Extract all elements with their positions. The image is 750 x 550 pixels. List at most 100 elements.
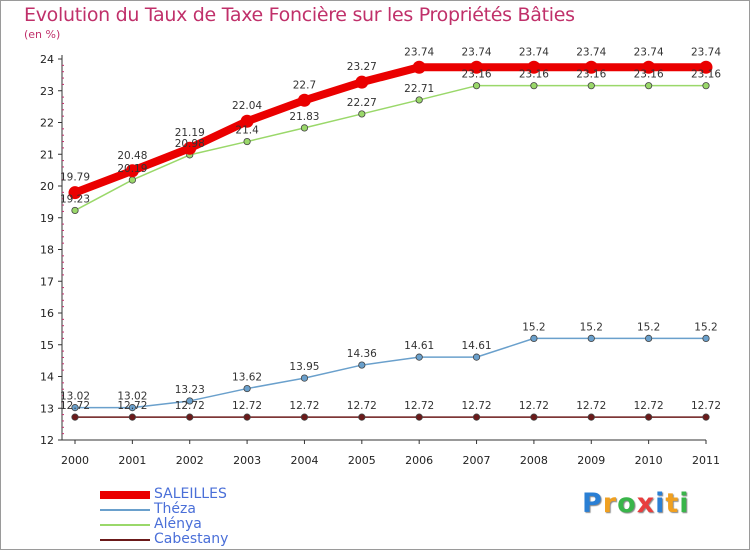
data-point-saleilles (470, 60, 484, 74)
data-label-th-za: 14.36 (347, 348, 377, 360)
data-label-saleilles: 23.74 (576, 46, 606, 58)
data-label-al-nya: 23.16 (519, 69, 549, 81)
data-label-cabestany: 12.72 (289, 400, 319, 412)
data-point-cabestany (128, 413, 136, 421)
chart-unit-label: (en %) (24, 28, 61, 41)
data-label-al-nya: 23.16 (691, 69, 721, 81)
data-point-al-nya (702, 82, 710, 90)
legend-label: Alénya (154, 516, 202, 532)
data-point-saleilles (125, 164, 139, 178)
data-label-cabestany: 12.72 (175, 400, 205, 412)
data-label-th-za: 13.02 (60, 391, 90, 403)
y-tick-label: 23 (40, 85, 54, 98)
series-line-al-nya (74, 84, 707, 212)
data-point-th-za (530, 334, 538, 342)
legend-item-th-za: Théza (100, 502, 228, 517)
y-tick-label: 19 (40, 212, 54, 225)
data-label-th-za: 14.61 (462, 340, 492, 352)
data-label-al-nya: 20.19 (117, 163, 147, 175)
proxiti-logo: Proxiti (582, 488, 690, 519)
y-tick-label: 17 (40, 275, 54, 288)
data-point-th-za (358, 361, 366, 369)
legend-item-saleilles: SALEILLES (100, 487, 228, 502)
data-point-al-nya (645, 82, 653, 90)
y-tick-label: 16 (40, 307, 54, 320)
data-point-cabestany (243, 413, 251, 421)
x-tick-label: 2001 (118, 454, 146, 467)
data-point-th-za (645, 334, 653, 342)
data-label-th-za: 15.2 (522, 321, 545, 333)
data-label-th-za: 13.62 (232, 372, 262, 384)
data-point-al-nya (300, 124, 309, 132)
x-tick-label: 2002 (176, 454, 204, 467)
data-point-saleilles (642, 60, 656, 74)
data-point-th-za (702, 334, 710, 342)
logo-letter: P (582, 488, 603, 519)
logo-letter: o (617, 488, 637, 519)
x-tick-label: 2011 (692, 454, 720, 467)
legend-swatch (100, 523, 150, 526)
chart-legend: SALEILLES Théza Alénya Cabestany (100, 487, 228, 547)
data-point-al-nya (472, 82, 481, 90)
data-label-th-za: 15.2 (694, 321, 717, 333)
data-point-th-za (243, 384, 251, 393)
x-tick-label: 2005 (348, 454, 376, 467)
data-point-saleilles (584, 60, 598, 74)
data-label-saleilles: 22.7 (293, 79, 316, 91)
y-tick-label: 21 (40, 148, 54, 161)
data-label-cabestany: 12.72 (691, 400, 721, 412)
data-point-cabestany (186, 413, 194, 421)
data-label-cabestany: 12.72 (634, 400, 664, 412)
series-line-th-za (74, 337, 707, 409)
x-tick-label: 2006 (405, 454, 433, 467)
legend-label: Cabestany (154, 531, 229, 547)
data-label-cabestany: 12.72 (232, 400, 262, 412)
x-tick-label: 2004 (290, 454, 318, 467)
data-label-th-za: 15.2 (580, 321, 603, 333)
legend-item-cabestany: Cabestany (100, 532, 228, 547)
data-point-th-za (415, 353, 423, 361)
y-tick-label: 12 (40, 434, 54, 447)
data-point-saleilles (240, 114, 254, 128)
data-point-th-za (71, 404, 79, 412)
data-point-al-nya (358, 110, 366, 118)
data-label-saleilles: 23.74 (404, 46, 434, 58)
data-point-cabestany (358, 413, 366, 421)
data-point-th-za (186, 397, 194, 405)
data-label-cabestany: 12.72 (60, 400, 90, 412)
data-label-saleilles: 20.48 (117, 150, 147, 162)
x-tick-label: 2007 (463, 454, 491, 467)
data-point-cabestany (472, 413, 481, 421)
x-tick-label: 2008 (520, 454, 548, 467)
data-label-al-nya: 21.4 (235, 125, 259, 137)
x-tick-label: 2010 (635, 454, 663, 467)
data-point-al-nya (587, 82, 595, 90)
data-label-th-za: 13.95 (289, 361, 319, 373)
data-label-saleilles: 19.79 (60, 172, 90, 184)
data-label-saleilles: 23.74 (691, 46, 721, 58)
legend-label: Théza (154, 501, 196, 517)
data-label-th-za: 13.23 (175, 384, 205, 396)
data-point-al-nya (415, 96, 423, 104)
y-tick-label: 20 (40, 180, 54, 193)
x-tick-label: 2003 (233, 454, 261, 467)
data-point-cabestany (587, 413, 595, 421)
data-point-saleilles (68, 186, 82, 200)
logo-letter: i (679, 488, 690, 519)
data-point-al-nya (243, 137, 251, 146)
logo-letter: t (665, 488, 680, 519)
data-label-th-za: 13.02 (117, 391, 147, 403)
legend-label: SALEILLES (154, 486, 227, 502)
legend-item-al-nya: Alénya (100, 517, 228, 532)
legend-swatch (100, 538, 150, 541)
y-tick-label: 13 (40, 402, 54, 415)
data-label-th-za: 15.2 (637, 321, 660, 333)
data-label-cabestany: 12.72 (519, 400, 549, 412)
y-tick-label: 22 (40, 117, 54, 130)
data-label-al-nya: 23.16 (576, 69, 606, 81)
data-label-cabestany: 12.72 (576, 400, 606, 412)
data-point-saleilles (412, 60, 426, 74)
data-point-th-za (128, 404, 136, 412)
y-tick-label: 18 (40, 244, 54, 257)
y-tick-label: 24 (40, 53, 54, 66)
